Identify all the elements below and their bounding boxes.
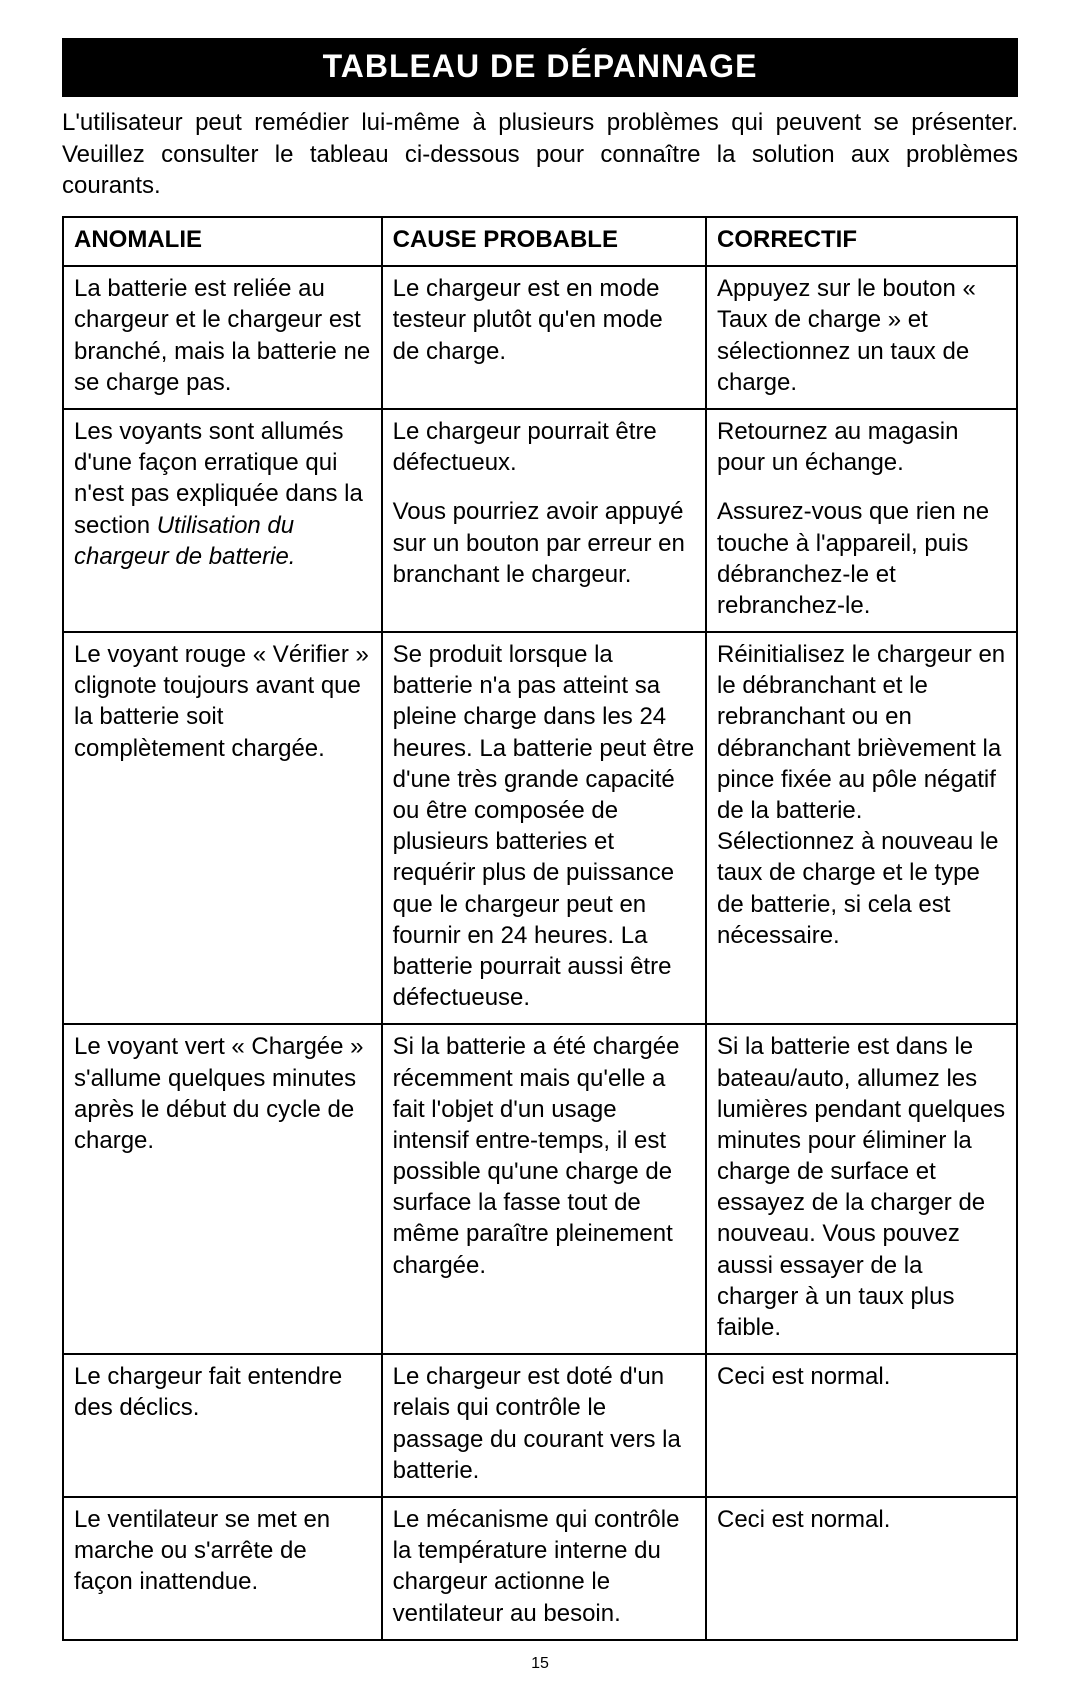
troubleshooting-table: Anomalie Cause probable Correctif La bat… xyxy=(62,216,1018,1641)
cell-fix-p2: Assurez-vous que rien ne touche à l'appa… xyxy=(717,496,1006,621)
table-row: Le voyant rouge « Vérifier » clignote to… xyxy=(63,632,1017,1024)
cell-fix: Retournez au magasin pour un échange. As… xyxy=(706,409,1017,632)
cell-anomaly: Le voyant rouge « Vérifier » clignote to… xyxy=(63,632,382,1024)
table-row: Le chargeur fait entendre des déclics. L… xyxy=(63,1354,1017,1497)
table-row: Le voyant vert « Chargée » s'allume quel… xyxy=(63,1024,1017,1354)
cell-fix: Appuyez sur le bouton « Taux de charge »… xyxy=(706,266,1017,409)
cell-anomaly: Les voyants sont allumés d'une façon err… xyxy=(63,409,382,632)
cell-cause: Si la batterie a été chargée récemment m… xyxy=(382,1024,706,1354)
cell-fix: Ceci est normal. xyxy=(706,1497,1017,1640)
cell-fix: Si la batterie est dans le bateau/auto, … xyxy=(706,1024,1017,1354)
cell-cause-p1: Le chargeur pourrait être défectueux. xyxy=(393,416,695,478)
section-title-bar: TABLEAU DE DÉPANNAGE xyxy=(62,38,1018,97)
col-header-fix: Correctif xyxy=(706,217,1017,266)
col-header-anomaly: Anomalie xyxy=(63,217,382,266)
intro-paragraph: L'utilisateur peut remédier lui-même à p… xyxy=(62,107,1018,202)
table-row: La batterie est reliée au chargeur et le… xyxy=(63,266,1017,409)
cell-anomaly: Le voyant vert « Chargée » s'allume quel… xyxy=(63,1024,382,1354)
page-number: 15 xyxy=(62,1655,1018,1673)
cell-fix: Ceci est normal. xyxy=(706,1354,1017,1497)
table-header-row: Anomalie Cause probable Correctif xyxy=(63,217,1017,266)
cell-cause: Le chargeur pourrait être défectueux. Vo… xyxy=(382,409,706,632)
cell-fix: Réinitialisez le chargeur en le débranch… xyxy=(706,632,1017,1024)
cell-anomaly: La batterie est reliée au chargeur et le… xyxy=(63,266,382,409)
document-page: TABLEAU DE DÉPANNAGE L'utilisateur peut … xyxy=(0,0,1080,1703)
table-row: Le ventilateur se met en marche ou s'arr… xyxy=(63,1497,1017,1640)
cell-cause: Le chargeur est doté d'un relais qui con… xyxy=(382,1354,706,1497)
cell-anomaly: Le ventilateur se met en marche ou s'arr… xyxy=(63,1497,382,1640)
table-row: Les voyants sont allumés d'une façon err… xyxy=(63,409,1017,632)
cell-fix-p1: Retournez au magasin pour un échange. xyxy=(717,416,1006,478)
cell-cause: Le mécanisme qui contrôle la température… xyxy=(382,1497,706,1640)
cell-cause-p2: Vous pourriez avoir appuyé sur un bouton… xyxy=(393,496,695,590)
cell-cause: Se produit lorsque la batterie n'a pas a… xyxy=(382,632,706,1024)
cell-anomaly: Le chargeur fait entendre des déclics. xyxy=(63,1354,382,1497)
cell-cause: Le chargeur est en mode testeur plutôt q… xyxy=(382,266,706,409)
section-title: TABLEAU DE DÉPANNAGE xyxy=(323,48,758,84)
col-header-cause: Cause probable xyxy=(382,217,706,266)
